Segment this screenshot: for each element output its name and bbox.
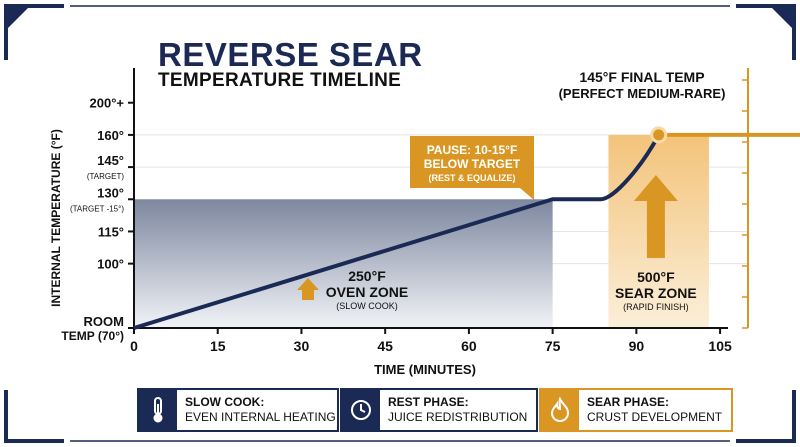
x-tick-label: 60 [461,338,477,354]
legend-rest-phase-title: REST PHASE: [388,395,469,409]
x-tick-label: 0 [130,338,138,354]
x-tick-label: 90 [629,338,645,354]
oven-zone-note: (SLOW COOK) [336,301,398,311]
clock-icon [342,390,380,430]
chart-subtitle: TEMPERATURE TIMELINE [158,70,402,91]
legend-rest-phase-desc: JUICE REDISTRIBUTION [388,410,528,424]
legend-sear-phase: SEAR PHASE: CRUST DEVELOPMENT [539,388,733,432]
pause-line-3: (REST & EQUALIZE) [429,173,516,183]
oven-zone-temp: 250°F [348,268,386,284]
chart-title: REVERSE SEAR [158,36,423,73]
final-temp-note: (PERFECT MEDIUM-RARE) [559,86,726,101]
sear-zone-note: (RAPID FINISH) [623,302,689,312]
y-tick-label: 160° [97,128,124,143]
legend-sear-phase-title: SEAR PHASE: [587,395,670,409]
x-tick-label: 75 [545,338,561,354]
y-tick-label: 200°+ [90,96,125,111]
y-tick-label: ROOM [84,314,124,329]
pause-line-2: BELOW TARGET [424,157,521,171]
sear-zone-temp: 500°F [637,269,675,285]
final-temp-point [650,126,668,144]
flame-icon [541,390,579,430]
final-temp-label: 145°F FINAL TEMP [579,69,704,85]
y-tick-sublabel: TEMP (70°) [61,329,124,343]
y-tick-label: 100° [97,257,124,272]
y-axis-label: INTERNAL TEMPERATURE (°F) [49,129,63,307]
legend-sear-phase-desc: CRUST DEVELOPMENT [587,410,723,424]
temperature-line [133,133,661,330]
oven-up-arrow-icon [297,278,319,300]
pause-callout: PAUSE: 10-15°F BELOW TARGET (REST & EQUA… [410,136,534,200]
x-tick-label: 30 [294,338,310,354]
y-tick-label: 130° [97,185,124,200]
oven-zone-label: OVEN ZONE [326,284,408,300]
legend-rest-phase: REST PHASE: JUICE REDISTRIBUTION [340,388,538,432]
x-axis-label: TIME (MINUTES) [374,362,476,377]
x-tick-label: 105 [708,338,732,354]
legend-slow-cook-desc: EVEN INTERNAL HEATING [185,410,336,424]
legend-slow-cook: SLOW COOK: EVEN INTERNAL HEATING [137,388,339,432]
pause-line-1: PAUSE: 10-15°F [427,143,518,157]
sear-zone-label: SEAR ZONE [615,285,697,301]
x-tick-label: 15 [210,338,226,354]
legend-slow-cook-title: SLOW COOK: [185,395,265,409]
y-tick-label: 115° [98,224,124,239]
y-tick-sublabel: (TARGET) [87,172,125,181]
x-tick-label: 45 [377,338,393,354]
thermometer-icon [139,390,177,430]
sear-up-arrow-icon [633,175,678,258]
y-tick-sublabel: (TARGET -15°) [70,204,124,213]
y-tick-label: 145° [97,153,124,168]
